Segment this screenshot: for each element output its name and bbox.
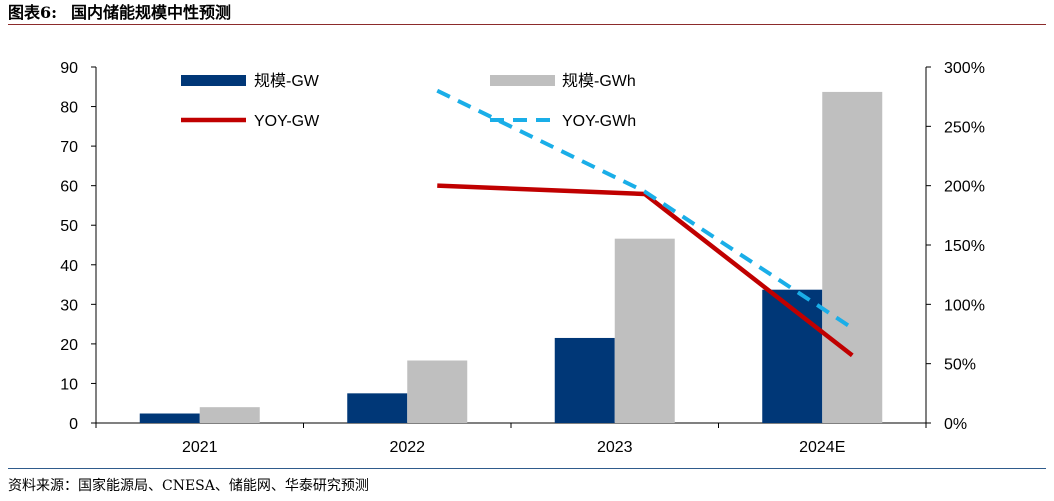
legend-swatch-gw [181,75,246,86]
left-tick-label: 90 [60,60,78,77]
right-tick-label: 0% [944,416,967,433]
right-tick-label: 150% [944,238,985,255]
legend-label-gwh: 规模-GWh [562,72,636,90]
bar-gwh-2024e [822,91,883,424]
lines [436,88,854,358]
left-tick-label: 30 [60,297,78,314]
top-rule [8,24,1046,25]
x-tick-label: 2022 [389,439,425,456]
legend: 规模-GW 规模-GWh YOY-GW YOY-GWh [181,72,636,130]
left-tick-label: 60 [60,179,78,196]
x-tick-label: 2021 [182,439,218,456]
figure-heading: 国内储能规模中性预测 [71,3,232,22]
left-tick-label: 80 [60,100,78,117]
axes: 0 10 20 30 40 50 60 70 80 90 0% 50% 100% 150% 200% 250%… [60,60,985,456]
yoy-gwh-line [436,88,854,330]
legend-label-gw: 规模-GW [254,72,320,90]
left-tick-label: 0 [69,416,78,433]
legend-label-yoy-gwh: YOY-GWh [562,113,636,130]
bar-gw-2021 [139,413,200,423]
right-tick-label: 50% [944,357,976,374]
left-tick-label: 10 [60,376,78,393]
right-tick-label: 250% [944,119,985,136]
bar-gw-2024e [762,289,823,423]
bar-gwh-2021 [199,407,260,423]
bottom-rule [8,468,1046,469]
bar-gwh-2023 [614,238,675,423]
left-tick-label: 50 [60,218,78,235]
chart: 0 10 20 30 40 50 60 70 80 90 0% 50% 100% 150% 200% 250%… [60,60,985,456]
bar-gw-2022 [347,393,408,423]
left-tick-label: 20 [60,337,78,354]
bars [139,91,883,424]
right-tick-label: 200% [944,179,985,196]
x-tick-label: 2024E [799,439,845,456]
left-tick-label: 70 [60,139,78,156]
right-tick-label: 300% [944,60,985,77]
source-note: 资料来源：国家能源局、CNESA、储能网、华泰研究预测 [8,478,369,494]
right-tick-label: 100% [944,297,985,314]
bar-gw-2023 [554,337,615,423]
left-tick-label: 40 [60,258,78,275]
x-tick-label: 2023 [597,439,633,456]
legend-swatch-gwh [490,75,555,86]
legend-label-yoy-gw: YOY-GW [254,113,320,130]
bar-gwh-2022 [407,360,468,423]
figure-number: 图表6: [8,3,58,22]
figure-title: 图表6: 国内储能规模中性预测 [8,2,231,24]
